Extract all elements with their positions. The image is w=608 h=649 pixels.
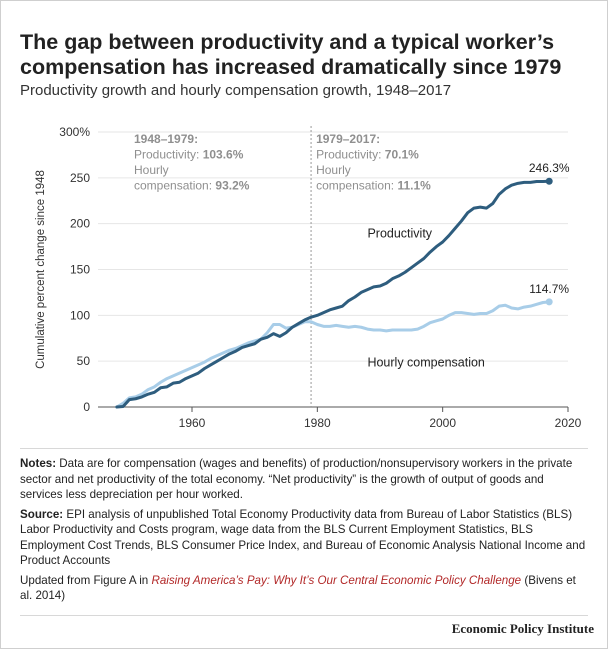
chart-subtitle: Productivity growth and hourly compensat… bbox=[20, 82, 452, 99]
annotation-1948-1979-productivity-label: Productivity: bbox=[134, 148, 203, 162]
annotation-1979-2017-compensation-value: 11.1% bbox=[397, 179, 431, 193]
productivity-series-label: Productivity bbox=[367, 226, 432, 240]
annotation-1979-2017-productivity-text: Productivity: 70.1% bbox=[316, 148, 419, 162]
report-link[interactable]: Raising America’s Pay: Why It’s Our Cent… bbox=[151, 573, 522, 587]
compensation-end-label: 114.7% bbox=[529, 282, 569, 296]
source-paragraph: Source: EPI analysis of unpublished Tota… bbox=[20, 507, 588, 569]
source-label: Source: bbox=[20, 507, 64, 521]
y-tick-label: 150 bbox=[70, 263, 90, 277]
compensation-line bbox=[115, 300, 551, 409]
x-tick-label: 1960 bbox=[179, 416, 206, 430]
annotation-1948-1979-productivity-value: 103.6% bbox=[203, 148, 244, 162]
x-tick-label: 2020 bbox=[555, 416, 582, 430]
annotation-1979-2017-compensation-label-line1: Hourly bbox=[316, 163, 351, 177]
y-tick-label: 50 bbox=[77, 354, 91, 368]
y-axis-label: Cumulative percent change since 1948 bbox=[35, 170, 47, 369]
annotation-1979-2017-compensation-label-line2: compensation: bbox=[316, 179, 397, 193]
annotation-1979-2017-productivity-label: Productivity: bbox=[316, 148, 385, 162]
updated-prefix: Updated from Figure A in bbox=[20, 573, 152, 587]
annotation-1948-1979-compensation-label-line1: Hourly bbox=[134, 163, 169, 177]
annotation-1948-1979-heading: 1948–1979: bbox=[134, 132, 198, 146]
compensation-series-label: Hourly compensation bbox=[367, 356, 484, 370]
chart-title: The gap between productivity and a typic… bbox=[20, 30, 562, 79]
annotation-1948-1979-compensation-label-line2: compensation: bbox=[134, 179, 215, 193]
productivity-line bbox=[115, 179, 551, 409]
annotation-1948-1979-compensation-value: 93.2% bbox=[215, 179, 249, 193]
notes-label: Notes: bbox=[20, 457, 57, 470]
annotation-1979-2017-heading: 1979–2017: bbox=[316, 132, 380, 146]
line-chart: 0 50 100 150 200 250 300% 1960 1980 2000 2020 Cumul… bbox=[35, 125, 582, 430]
compensation-end-point bbox=[545, 298, 553, 306]
annotation-1948-1979-productivity-text: Productivity: 103.6% bbox=[134, 148, 244, 162]
annotation-1948-1979-compensation-text: compensation: 93.2% bbox=[134, 179, 250, 193]
source-text: EPI analysis of unpublished Total Econom… bbox=[20, 507, 586, 568]
annotation-1979-2017-compensation-text: compensation: 11.1% bbox=[316, 179, 431, 193]
annotation-1979-2017-productivity-value: 70.1% bbox=[385, 148, 419, 162]
y-tick-label: 250 bbox=[70, 171, 90, 185]
productivity-end-point bbox=[545, 177, 553, 185]
x-tick-label: 1980 bbox=[304, 416, 331, 430]
notes-paragraph: Notes: Data are for compensation (wages … bbox=[20, 456, 588, 503]
notes-divider bbox=[20, 448, 588, 449]
y-tick-label: 100 bbox=[70, 308, 90, 322]
updated-suffix: (Bivens et al. 2014) bbox=[20, 573, 576, 603]
notes-text: Data are for compensation (wages and ben… bbox=[20, 457, 573, 501]
x-tick-label: 2000 bbox=[429, 416, 456, 430]
y-tick-label: 200 bbox=[70, 217, 90, 231]
y-tick-label: 0 bbox=[83, 400, 90, 414]
productivity-end-label: 246.3% bbox=[529, 161, 570, 175]
updated-paragraph: Updated from Figure A in Raising America… bbox=[20, 573, 588, 604]
y-tick-label: 300% bbox=[59, 125, 90, 139]
footer-divider bbox=[20, 615, 588, 616]
notes-section: Notes: Data are for compensation (wages … bbox=[20, 456, 588, 608]
brand-logo-text: Economic Policy Institute bbox=[451, 621, 594, 636]
